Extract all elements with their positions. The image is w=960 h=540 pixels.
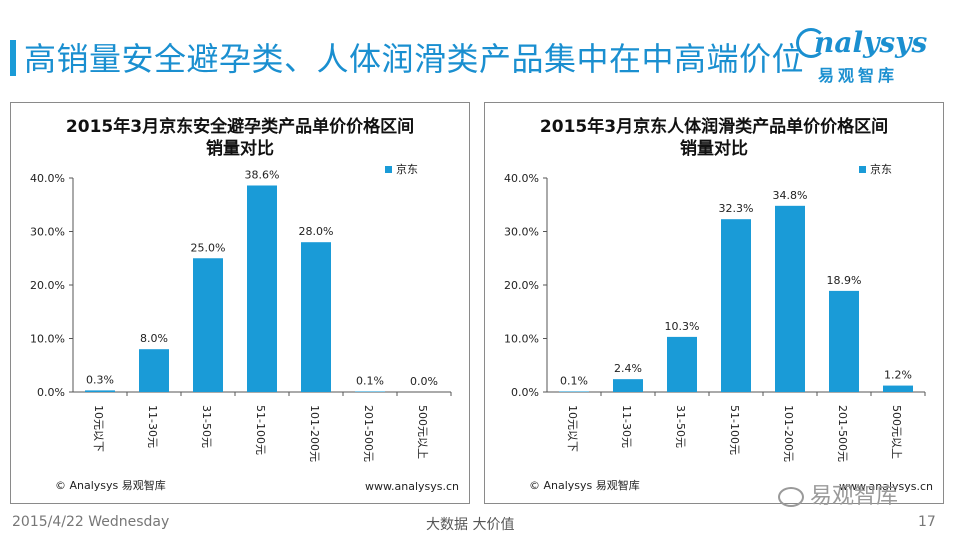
bar-value-label: 1.2% <box>884 369 912 382</box>
bar-value-label: 38.6% <box>245 168 280 181</box>
chart-url: www.analysys.cn <box>365 480 459 493</box>
bar <box>193 258 223 392</box>
legend-label: 京东 <box>396 162 418 176</box>
y-tick-label: 20.0% <box>504 279 539 292</box>
bar <box>247 185 277 392</box>
bar-value-label: 0.1% <box>560 374 588 387</box>
footer-date: 2015/4/22 Wednesday <box>12 514 170 530</box>
x-tick-label: 31-50元 <box>200 405 213 448</box>
chart-title: 销量对比 <box>206 138 274 159</box>
chart-source: © Analysys 易观智库 <box>55 479 166 492</box>
bar-value-label: 0.0% <box>410 375 438 388</box>
wechat-text: 易观智库 <box>810 484 899 509</box>
y-tick-label: 0.0% <box>37 386 65 399</box>
x-tick-label: 201-500元 <box>836 405 849 462</box>
chart-panel-lubricant: 2015年3月京东人体润滑类产品单价价格区间 销量对比京东 0.0% 10.0% 20.… <box>484 102 944 504</box>
logo-cn-text: 易观智库 <box>818 66 899 85</box>
y-tick-label: 0.0% <box>511 386 539 399</box>
x-tick-label: 31-50元 <box>674 405 687 448</box>
x-tick-label: 500元以上 <box>890 405 903 459</box>
legend-swatch <box>859 166 866 173</box>
bar-value-label: 2.4% <box>614 362 642 375</box>
chart-title: 2015年3月京东安全避孕类产品单价价格区间 <box>66 116 414 137</box>
bar <box>667 336 697 392</box>
analysys-logo: nalysys 易观智库 <box>796 26 946 86</box>
wechat-icon <box>778 487 804 507</box>
bar-value-label: 18.9% <box>827 274 862 287</box>
y-tick-label: 20.0% <box>30 279 65 292</box>
bar-value-label: 32.3% <box>719 202 754 215</box>
bar <box>883 385 913 392</box>
x-tick-label: 11-30元 <box>620 405 633 448</box>
legend-label: 京东 <box>870 162 892 176</box>
chart-panel-contraceptive: 2015年3月京东安全避孕类产品单价价格区间 销量对比京东 0.0% 10.0% 20.… <box>10 102 470 504</box>
x-tick-label: 51-100元 <box>728 405 741 455</box>
logo-a-icon <box>796 28 826 58</box>
bar <box>139 349 169 392</box>
y-tick-label: 10.0% <box>30 333 65 346</box>
y-tick-label: 30.0% <box>504 226 539 239</box>
bar <box>301 242 331 392</box>
footer-slogan: 大数据 大价值 <box>426 517 515 533</box>
bar <box>559 391 589 392</box>
x-tick-label: 101-200元 <box>308 405 321 462</box>
bar-value-label: 34.8% <box>773 189 808 202</box>
x-tick-label: 11-30元 <box>146 405 159 448</box>
y-tick-label: 40.0% <box>30 172 65 185</box>
chart-title: 2015年3月京东人体润滑类产品单价价格区间 <box>540 116 888 137</box>
bar-value-label: 0.1% <box>356 374 384 387</box>
bar-value-label: 8.0% <box>140 332 168 345</box>
chart-title: 销量对比 <box>680 138 748 159</box>
bar <box>85 390 115 392</box>
bar <box>355 391 385 392</box>
x-tick-label: 10元以下 <box>566 405 579 452</box>
bar <box>721 219 751 392</box>
page-number: 17 <box>918 514 936 530</box>
bar <box>829 290 859 392</box>
logo-text: nalysys <box>814 26 928 59</box>
x-tick-label: 500元以上 <box>416 405 429 459</box>
y-tick-label: 10.0% <box>504 333 539 346</box>
bar-value-label: 10.3% <box>665 320 700 333</box>
y-tick-label: 30.0% <box>30 226 65 239</box>
bar-value-label: 25.0% <box>191 241 226 254</box>
chart-url: www.analysys.cn <box>839 480 933 493</box>
x-tick-label: 201-500元 <box>362 405 375 462</box>
bar <box>775 205 805 392</box>
bar <box>613 379 643 392</box>
x-tick-label: 101-200元 <box>782 405 795 462</box>
bar-value-label: 28.0% <box>299 225 334 238</box>
x-tick-label: 10元以下 <box>92 405 105 452</box>
wechat-watermark: 易观智库 <box>778 478 898 510</box>
y-tick-label: 40.0% <box>504 172 539 185</box>
title-accent-bar <box>10 40 16 76</box>
legend-swatch <box>385 166 392 173</box>
chart-source: © Analysys 易观智库 <box>529 479 640 492</box>
bar-value-label: 0.3% <box>86 373 114 386</box>
x-tick-label: 51-100元 <box>254 405 267 455</box>
page-title: 高销量安全避孕类、人体润滑类产品集中在中高端价位 <box>24 40 805 78</box>
